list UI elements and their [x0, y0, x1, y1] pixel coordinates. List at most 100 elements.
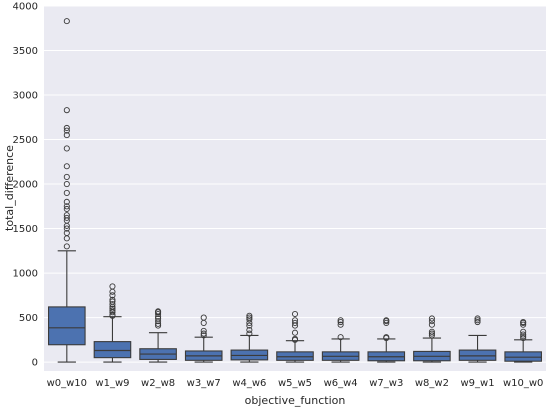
outlier-point — [63, 145, 70, 152]
box-w7_w3 — [367, 317, 406, 363]
outlier-point — [63, 180, 70, 188]
x-tick-label: w9_w1 — [460, 378, 494, 389]
outlier-point — [337, 318, 344, 326]
outlier-point — [428, 332, 435, 339]
outlier-point — [428, 330, 435, 337]
outlier-point — [63, 198, 70, 205]
outlier-point — [63, 212, 70, 219]
x-tick-label: w1_w9 — [95, 378, 129, 389]
outlier-point — [474, 318, 481, 326]
outlier-point — [428, 318, 435, 325]
box-series — [48, 18, 542, 363]
y-tick-label: 3500 — [13, 46, 38, 57]
box-iqr — [504, 351, 542, 362]
outlier-point — [109, 296, 116, 303]
x-tick-label: w10_w0 — [503, 378, 543, 389]
outlier-point — [109, 311, 116, 318]
x-tick-label: w5_w5 — [278, 378, 312, 389]
y-axis-title: total_difference — [3, 145, 16, 231]
outlier-point — [155, 308, 162, 315]
y-axis-ticks: 0 500 1000 1500 2000 2500 3000 3500 4000 — [13, 2, 38, 369]
outlier-point — [63, 189, 70, 197]
y-tick-label: 500 — [19, 313, 38, 324]
outlier-point — [63, 163, 70, 170]
y-tick-label: 2000 — [13, 180, 38, 191]
outlier-point — [291, 319, 299, 326]
outlier-point — [109, 305, 116, 312]
outlier-point — [109, 301, 116, 308]
outlier-point — [200, 332, 207, 339]
outlier-point — [109, 283, 116, 290]
x-axis-ticks: w0_w10 w1_w9 w2_w8 w3_w7 w4_w6 w5_w5 w6_w4 w7_w… — [47, 378, 544, 389]
outlier-point — [246, 326, 253, 334]
x-tick-label: w2_w8 — [141, 378, 175, 389]
outlier-point — [520, 335, 527, 342]
outlier-point — [63, 127, 70, 134]
box-w3_w7 — [184, 314, 223, 363]
box-iqr — [48, 306, 86, 346]
plot-area — [44, 6, 546, 371]
outlier-point — [200, 327, 207, 334]
outlier-point — [155, 322, 162, 329]
outlier-point — [291, 329, 299, 336]
outlier-point — [246, 316, 253, 323]
outlier-point — [109, 292, 116, 299]
outlier-point — [428, 328, 435, 335]
box-iqr — [276, 351, 314, 361]
outlier-point — [474, 315, 481, 322]
outlier-point — [246, 322, 253, 329]
box-w9_w1 — [458, 315, 497, 363]
outlier-point — [63, 18, 70, 25]
outlier-point — [383, 319, 390, 326]
outlier-point — [520, 321, 527, 328]
outlier-point — [428, 315, 435, 322]
outlier-point — [63, 243, 70, 250]
y-tick-label: 1000 — [13, 269, 38, 280]
outlier-point — [155, 315, 162, 322]
outlier-point — [63, 229, 70, 237]
outlier-point — [337, 334, 344, 341]
outlier-point — [109, 298, 116, 305]
outlier-point — [63, 214, 70, 221]
outlier-point — [428, 321, 435, 328]
outlier-point — [520, 333, 527, 340]
outlier-point — [291, 317, 299, 324]
box-w1_w9 — [93, 283, 132, 363]
y-tick-label: 0 — [32, 358, 38, 369]
outlier-point — [246, 330, 253, 337]
box-w5_w5 — [276, 310, 314, 363]
box-w4_w6 — [230, 312, 269, 363]
x-axis-title: objective_function — [245, 394, 346, 407]
x-tick-label: w8_w2 — [415, 378, 449, 389]
x-tick-label: w6_w4 — [324, 378, 358, 389]
box-w6_w4 — [321, 317, 360, 363]
outlier-point — [200, 330, 207, 337]
y-tick-label: 2500 — [13, 135, 38, 146]
outlier-point — [337, 317, 344, 324]
outlier-point — [63, 173, 70, 180]
outlier-point — [383, 334, 390, 341]
x-tick-label: w7_w3 — [369, 378, 403, 389]
outlier-point — [520, 318, 527, 326]
x-tick-label: w0_w10 — [47, 378, 87, 389]
x-tick-label: w4_w6 — [232, 378, 266, 389]
outlier-point — [474, 317, 481, 324]
box-w0_w10 — [48, 18, 86, 363]
outlier-point — [520, 331, 527, 338]
outlier-point — [155, 310, 162, 318]
outlier-point — [200, 314, 207, 321]
y-tick-label: 4000 — [13, 2, 38, 13]
outlier-point — [246, 312, 253, 319]
y-tick-label: 3000 — [13, 91, 38, 102]
outlier-point — [383, 317, 390, 324]
outlier-point — [63, 124, 70, 132]
outlier-point — [520, 328, 527, 335]
outlier-point — [155, 318, 162, 325]
outlier-point — [291, 310, 299, 318]
outlier-point — [63, 225, 70, 232]
y-tick-label: 1500 — [13, 224, 38, 235]
box-iqr — [458, 349, 497, 361]
box-w8_w2 — [413, 315, 451, 363]
box-iqr — [93, 341, 132, 359]
outlier-point — [63, 205, 70, 213]
